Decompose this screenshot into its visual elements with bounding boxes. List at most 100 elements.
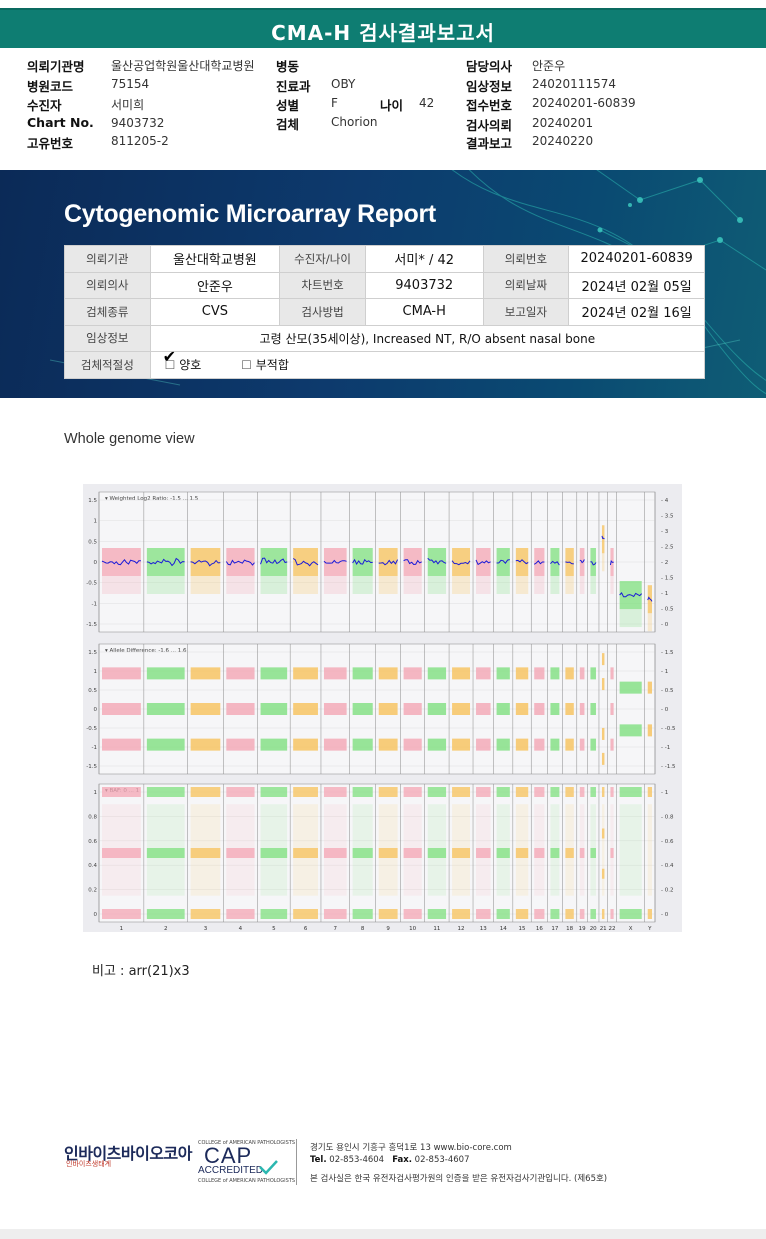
baf-cloud [427,848,447,858]
clinical-label-cell: 임상정보 [64,324,151,352]
log2-line [260,557,288,565]
receipt-value: 20240201-60839 [532,96,636,110]
allele-cloud [610,667,614,680]
left-tick-label: -1 [92,745,97,751]
log2-line [225,559,255,566]
log2-cloud [550,548,560,576]
log2-cloud-tail [102,576,141,594]
baf-cloud [601,787,605,797]
log2-cloud-tail [515,576,529,594]
left-tick-label: -0.5 [86,581,97,587]
allele-cloud [102,667,141,680]
baf-cloud [378,787,398,797]
baf-cloud [601,868,605,879]
left-tick-label: -1.5 [86,764,97,770]
allele-cloud [452,738,471,751]
left-tick-label: 0.6 [88,839,97,845]
baf-scatter [619,804,642,896]
baf-cloud [619,787,642,797]
allele-cloud [590,738,596,751]
log2-cloud-tail [550,576,560,594]
right-tick-label: - 1.5 [661,576,674,582]
right-tick-label: - 3 [661,529,669,535]
log2-line [565,561,574,565]
footer-address: 경기도 용인시 기흥구 흥덕1로 13 www.bio-core.com [310,1143,512,1153]
fax-value: 02-853-4607 [414,1155,470,1165]
log2-cloud [190,548,221,576]
allele-cloud [427,703,447,715]
table-cell: 안준우 [149,271,281,299]
chromosome-label: 15 [519,926,526,932]
allele-cloud [146,667,185,680]
baf-cloud [610,848,614,858]
baf-cloud [565,787,574,797]
allele-cloud [565,738,574,751]
allele-cloud [352,703,373,715]
log2-cloud-tail [323,576,347,594]
allele-cloud [102,703,141,715]
code-label: 병원코드 [27,79,74,94]
allele-cloud [515,703,529,715]
allele-cloud [534,703,545,715]
log2-line [403,559,422,566]
baf-cloud [102,787,141,797]
chromosome-label: 21 [600,926,607,932]
allele-cloud [403,703,422,715]
table-cell: CMA-H [364,298,484,326]
baf-cloud [323,848,347,858]
right-tick-label: - 4 [661,498,669,504]
allele-cloud [476,667,491,680]
baf-cloud [452,787,471,797]
log2-cloud-tail [565,576,574,594]
baf-cloud [378,848,398,858]
allele-cloud [647,681,652,694]
log2-cloud-tail [352,576,373,594]
ward-label: 병동 [276,59,300,74]
allele-cloud [452,703,471,715]
allele-cloud [496,738,510,751]
baf-cloud [647,787,652,797]
baf-cloud [515,848,529,858]
baf-cloud [590,787,596,797]
log2-cloud-tail [378,576,398,594]
log2-line [590,561,597,566]
doctor-label: 담당의사 [466,59,513,74]
clinical-value-cell: 고령 산모(35세이상), Increased NT, R/O absent n… [149,324,706,352]
chromosome-label: X [629,926,633,932]
result-value: 20240220 [532,134,594,148]
tel-value: 02-853-4604 [329,1155,385,1165]
baf-cloud [590,848,596,858]
baf-cloud [352,787,373,797]
log2-cloud [601,525,605,554]
left-tick-label: 0.2 [88,888,97,894]
report-title: CMA-H 검사결과보고서 [271,21,495,45]
request-value: 20240201 [532,116,594,130]
baf-scatter [550,804,560,896]
log2-cloud-tail [452,576,471,594]
table-cell: 2024년 02월 16일 [568,298,705,326]
log2-cloud-tail [647,613,652,632]
cap-accredited: ACCREDITED [198,1165,264,1176]
log2-cloud [352,548,373,576]
allele-cloud [293,667,318,680]
baf-cloud [496,909,510,919]
chromosome-label: 2 [164,926,168,932]
baf-cloud [515,909,529,919]
right-tick-label: - 0.6 [661,839,674,845]
right-tick-label: - 0.8 [661,814,674,820]
allele-cloud [550,738,560,751]
log2-line [190,559,221,567]
lab-logo: 인바이츠바이오코아 [64,1144,192,1163]
unique-value: 811205-2 [111,134,169,148]
log2-cloud-tail [293,576,318,594]
baf-cloud [352,848,373,858]
table-cell: 서미* / 42 [364,245,484,273]
allele-cloud [403,667,422,680]
table-cell: 수진자/나이 [279,245,366,273]
log2-cloud [146,548,185,576]
check-icon [259,1160,278,1175]
right-tick-label: - -1.5 [661,764,676,770]
baf-cloud [601,909,605,919]
chromosome-label: 10 [409,926,416,932]
allele-cloud [102,738,141,751]
